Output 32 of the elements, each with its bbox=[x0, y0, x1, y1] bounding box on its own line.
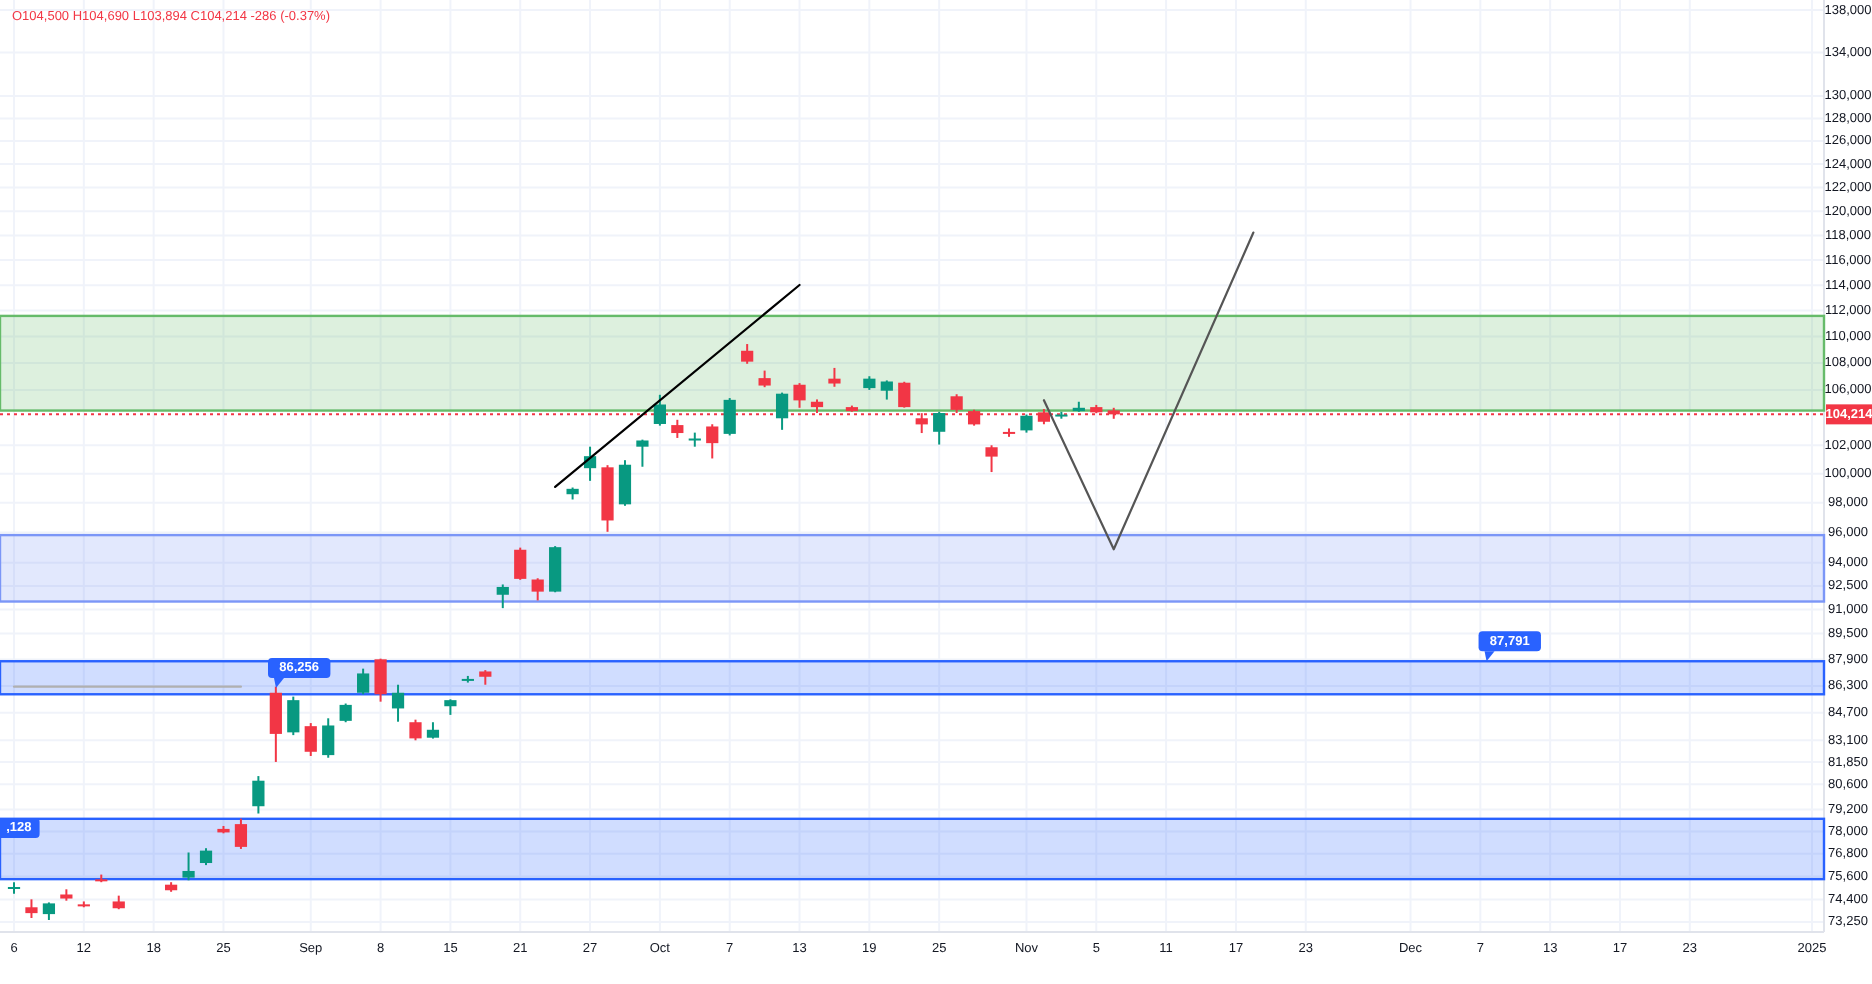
candlestick bbox=[636, 438, 649, 468]
candlestick bbox=[357, 667, 370, 696]
candlestick bbox=[549, 545, 562, 594]
candlestick bbox=[880, 379, 893, 401]
candlestick bbox=[741, 343, 754, 365]
candlestick bbox=[1020, 413, 1033, 434]
candlestick bbox=[653, 393, 666, 427]
candlestick bbox=[496, 583, 509, 610]
candlestick bbox=[391, 683, 405, 723]
candlestick bbox=[706, 423, 719, 460]
candlestick bbox=[304, 722, 317, 757]
candlestick bbox=[793, 382, 806, 409]
candlestick bbox=[269, 685, 282, 763]
candlestick bbox=[374, 657, 387, 703]
candlestick bbox=[985, 444, 998, 474]
candlestick bbox=[234, 817, 248, 850]
candlestick bbox=[514, 546, 527, 581]
candlestick bbox=[339, 702, 352, 724]
candlestick bbox=[723, 397, 736, 437]
candlestick bbox=[671, 418, 684, 439]
candlestick bbox=[287, 695, 300, 737]
candlestick bbox=[252, 775, 265, 815]
candlestick bbox=[828, 366, 841, 388]
candlestick bbox=[322, 717, 335, 759]
candlestick bbox=[409, 718, 422, 742]
candlestick bbox=[182, 851, 195, 882]
candlestick bbox=[25, 898, 38, 920]
candlestick bbox=[618, 459, 632, 507]
candlestick bbox=[775, 391, 789, 431]
candlestick bbox=[933, 410, 946, 446]
candlestick bbox=[531, 577, 544, 602]
candlestick bbox=[898, 380, 911, 409]
